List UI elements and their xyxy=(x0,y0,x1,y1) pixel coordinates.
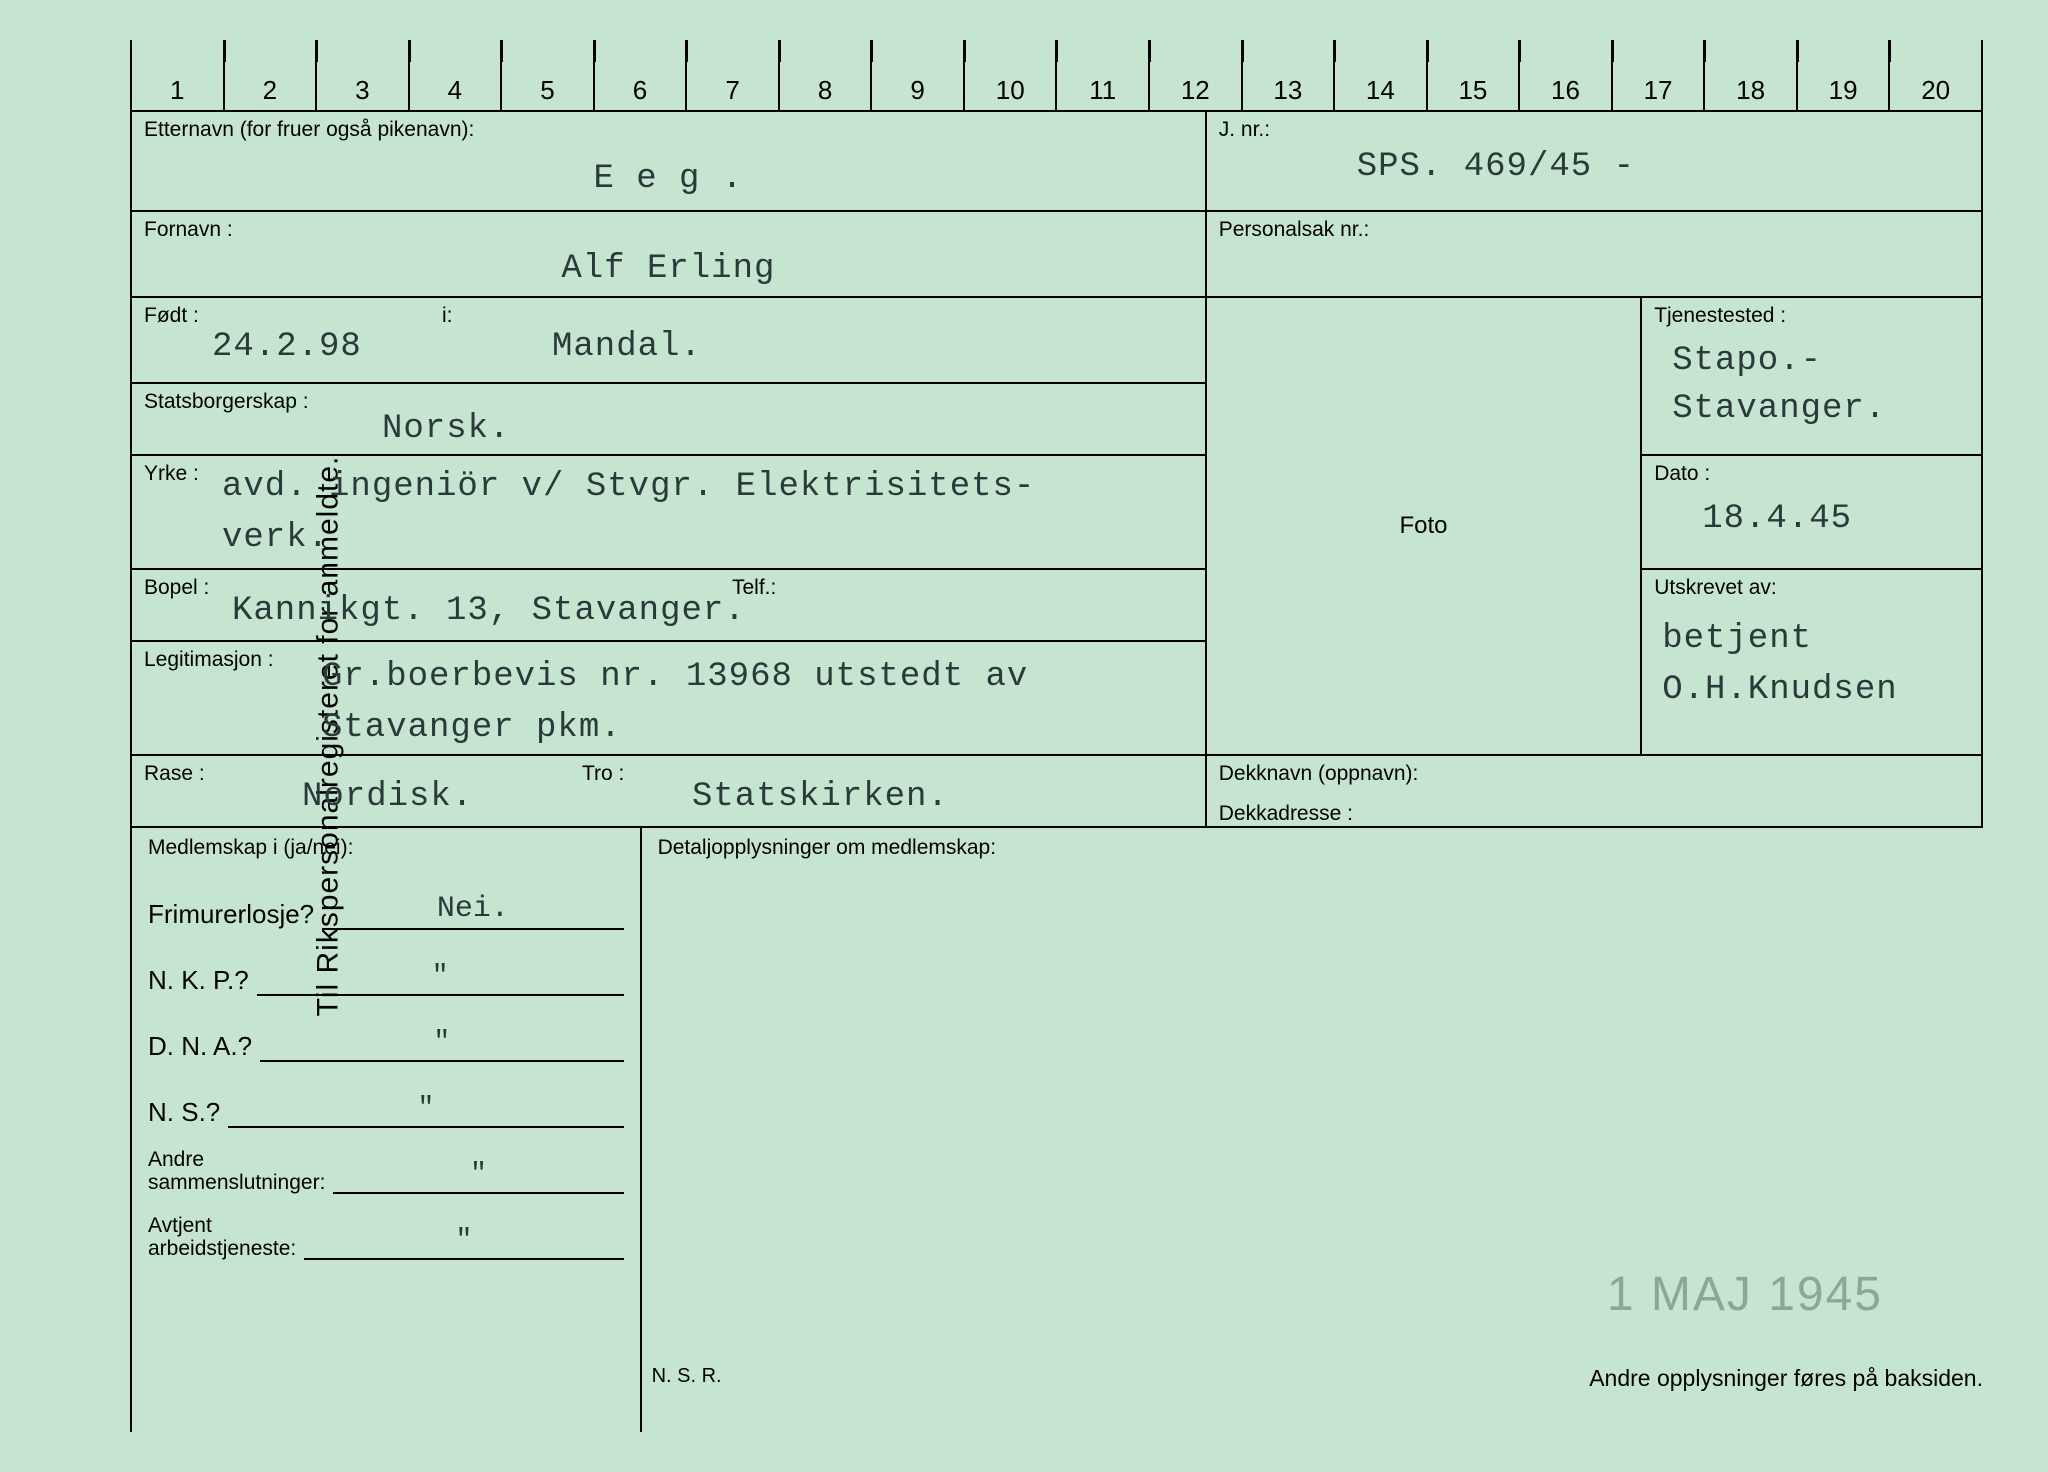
ruler-tick: 16 xyxy=(1520,40,1613,112)
yrke-value: avd. ingeniör v/ Stvgr. Elektrisitets- v… xyxy=(222,462,1035,564)
ruler-tick: 5 xyxy=(502,40,595,112)
nsr-label: N. S. R. xyxy=(652,1365,722,1388)
membership-value: " xyxy=(228,1093,623,1128)
avtjent-value: " xyxy=(304,1225,623,1260)
ruler-scale: 1 2 3 4 5 6 7 8 9 10 11 12 13 14 15 16 1… xyxy=(130,40,1983,112)
details-column: Detaljopplysninger om medlemskap: N. S. … xyxy=(640,828,1983,1432)
utskrevet-label: Utskrevet av: xyxy=(1654,576,1777,599)
fornavn-field: Fornavn : Alf Erling xyxy=(130,212,1205,298)
fornavn-label: Fornavn : xyxy=(144,218,233,241)
fodt-label: Født : xyxy=(144,304,199,327)
membership-column: Medlemskap i (ja/nei): Frimurerlosje? Ne… xyxy=(130,828,640,1432)
ruler-tick: 18 xyxy=(1705,40,1798,112)
bottom-section: Medlemskap i (ja/nei): Frimurerlosje? Ne… xyxy=(130,828,1983,1432)
ruler-tick: 9 xyxy=(872,40,965,112)
ruler-tick: 12 xyxy=(1150,40,1243,112)
footer-note: Andre opplysninger føres på baksiden. xyxy=(1589,1365,1983,1392)
tjenestested-label: Tjenestested : xyxy=(1654,304,1786,327)
jnr-value: SPS. 469/45 - xyxy=(1357,148,1635,186)
legitimasjon-label: Legitimasjon : xyxy=(144,648,274,671)
ruler-tick: 20 xyxy=(1890,40,1981,112)
etternavn-field: Etternavn (for fruer også pikenavn): E e… xyxy=(130,112,1205,212)
rase-tro-field: Rase : Nordisk. Tro : Statskirken. xyxy=(130,756,1205,828)
membership-value: " xyxy=(257,961,624,996)
membership-value: " xyxy=(260,1027,624,1062)
foto-label: Foto xyxy=(1399,512,1447,540)
fodt-value: 24.2.98 xyxy=(212,328,362,366)
membership-header: Medlemskap i (ja/nei): xyxy=(148,836,624,860)
membership-label: N. S.? xyxy=(148,1097,220,1128)
ruler-tick: 3 xyxy=(317,40,410,112)
fodt-field: Født : 24.2.98 i: Mandal. xyxy=(130,298,1205,384)
dato-field: Dato : 18.4.45 xyxy=(1640,456,1983,570)
statsborger-label: Statsborgerskap : xyxy=(144,390,309,413)
membership-label: N. K. P.? xyxy=(148,965,249,996)
ruler-tick: 15 xyxy=(1428,40,1521,112)
tro-value: Statskirken. xyxy=(692,778,949,816)
legitimasjon-value: Gr.boerbevis nr. 13968 utstedt av Stavan… xyxy=(322,652,1028,754)
fornavn-value: Alf Erling xyxy=(561,250,775,288)
membership-row: Andre sammenslutninger: " xyxy=(148,1144,624,1194)
i-value: Mandal. xyxy=(552,328,702,366)
membership-row: Frimurerlosje? Nei. xyxy=(148,880,624,930)
bopel-label: Bopel : xyxy=(144,576,209,599)
ruler-tick: 10 xyxy=(965,40,1058,112)
bopel-field: Bopel : Telf.: Kannikgt. 13, Stavanger. xyxy=(130,570,1205,642)
dato-value: 18.4.45 xyxy=(1702,500,1852,538)
membership-label: D. N. A.? xyxy=(148,1031,252,1062)
record-card: Til Rikspersonalregisteret for anmeldte.… xyxy=(0,0,2048,1472)
dekknavn-label: Dekknavn (oppnavn): xyxy=(1219,762,1969,786)
utskrevet-value: betjent O.H.Knudsen xyxy=(1662,614,1897,716)
dekknavn-field: Dekknavn (oppnavn): Dekkadresse : xyxy=(1205,756,1983,828)
statsborger-value: Norsk. xyxy=(382,410,510,448)
ruler-tick: 11 xyxy=(1057,40,1150,112)
date-stamp: 1 MAJ 1945 xyxy=(1607,1267,1883,1322)
dekkadresse-label: Dekkadresse : xyxy=(1219,802,1969,826)
ruler-tick: 4 xyxy=(410,40,503,112)
jnr-field: J. nr.: SPS. 469/45 - xyxy=(1205,112,1983,212)
bopel-value: Kannikgt. 13, Stavanger. xyxy=(232,592,746,630)
rase-label: Rase : xyxy=(144,762,205,785)
ruler-tick: 13 xyxy=(1243,40,1336,112)
ruler-tick: 1 xyxy=(132,40,225,112)
jnr-label: J. nr.: xyxy=(1219,118,1270,141)
ruler-tick: 7 xyxy=(687,40,780,112)
andre-value: " xyxy=(333,1159,623,1194)
form-area: Etternavn (for fruer også pikenavn): E e… xyxy=(130,112,1983,1432)
membership-label: Frimurerlosje? xyxy=(148,899,314,930)
details-header: Detaljopplysninger om medlemskap: xyxy=(658,836,1967,860)
foto-box: Foto xyxy=(1205,298,1640,756)
i-label: i: xyxy=(442,304,453,328)
etternavn-label: Etternavn (for fruer også pikenavn): xyxy=(144,118,474,141)
andre-label: Andre sammenslutninger: xyxy=(148,1148,325,1194)
avtjent-label: Avtjent arbeidstjeneste: xyxy=(148,1214,296,1260)
statsborger-field: Statsborgerskap : Norsk. xyxy=(130,384,1205,456)
personalsak-field: Personalsak nr.: xyxy=(1205,212,1983,298)
tjenestested-field: Tjenestested : Stapo.- Stavanger. xyxy=(1640,298,1983,456)
ruler-tick: 2 xyxy=(225,40,318,112)
ruler-tick: 19 xyxy=(1798,40,1891,112)
ruler-tick: 6 xyxy=(595,40,688,112)
membership-value: Nei. xyxy=(322,892,623,930)
dato-label: Dato : xyxy=(1654,462,1710,485)
legitimasjon-field: Legitimasjon : Gr.boerbevis nr. 13968 ut… xyxy=(130,642,1205,756)
ruler-tick: 8 xyxy=(780,40,873,112)
yrke-field: Yrke : avd. ingeniör v/ Stvgr. Elektrisi… xyxy=(130,456,1205,570)
tjenestested-value: Stapo.- Stavanger. xyxy=(1672,338,1886,433)
rase-value: Nordisk. xyxy=(302,778,473,816)
utskrevet-field: Utskrevet av: betjent O.H.Knudsen xyxy=(1640,570,1983,756)
ruler-tick: 17 xyxy=(1613,40,1706,112)
membership-row: Avtjent arbeidstjeneste: " xyxy=(148,1210,624,1260)
etternavn-value: E e g . xyxy=(593,160,743,198)
membership-row: D. N. A.? " xyxy=(148,1012,624,1062)
ruler-tick: 14 xyxy=(1335,40,1428,112)
tro-label: Tro : xyxy=(582,762,624,786)
personalsak-label: Personalsak nr.: xyxy=(1219,218,1370,241)
membership-row: N. K. P.? " xyxy=(148,946,624,996)
membership-row: N. S.? " xyxy=(148,1078,624,1128)
yrke-label: Yrke : xyxy=(144,462,199,485)
